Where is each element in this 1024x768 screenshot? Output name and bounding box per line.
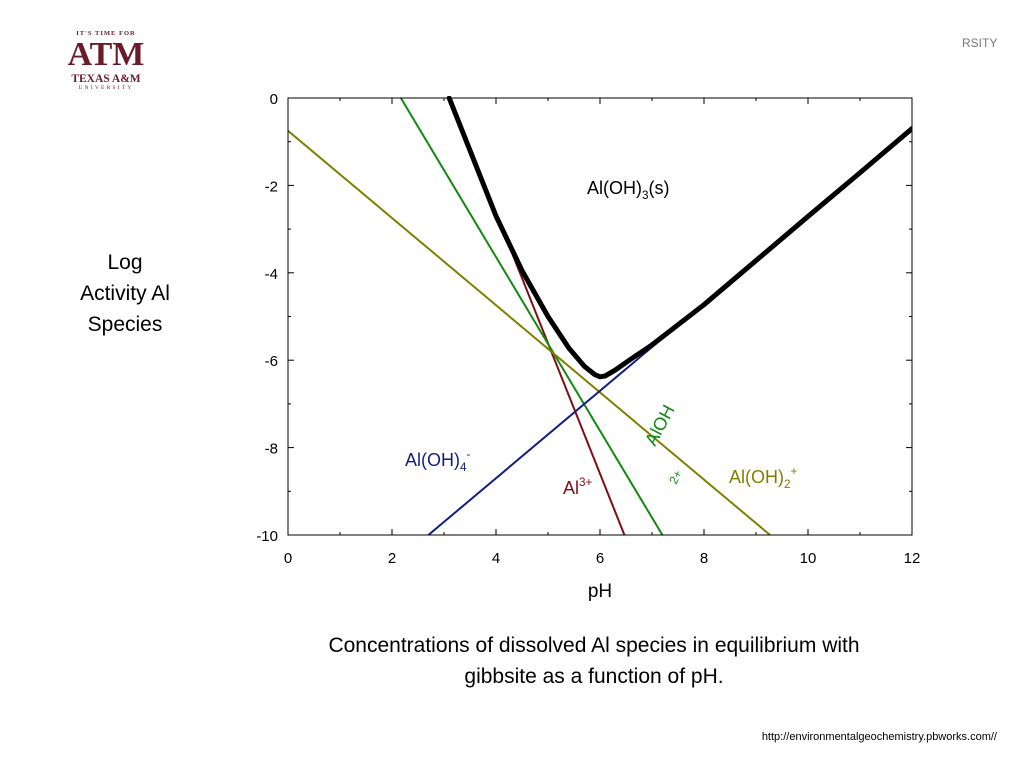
x-tick-label: 2: [388, 550, 396, 567]
gibbsite-solubility-curve: [446, 96, 912, 380]
y-label-line-1: Log: [107, 251, 143, 274]
al3-label: Al3+: [563, 476, 593, 498]
caption-line-1: Concentrations of dissolved Al species i…: [328, 634, 860, 657]
source-url: http://environmentalgeochemistry.pbworks…: [761, 731, 997, 743]
logo-tagline: IT'S TIME FOR: [76, 30, 136, 37]
gibbsite-region-label: Al(OH)3(s): [587, 178, 670, 202]
texas-am-logo: IT'S TIME FOR ATM TEXAS A&M UNIVERSITY: [58, 30, 154, 116]
aloh2plus-label: Al(OH)2+: [729, 465, 798, 491]
x-tick-label: 10: [800, 550, 817, 567]
y-tick-label: -2: [265, 178, 278, 195]
caption-line-2: gibbsite as a function of pH.: [464, 665, 724, 688]
y-tick-label: 0: [270, 91, 278, 108]
x-axis-label: pH: [588, 581, 612, 602]
aloh2plus-line: [288, 130, 771, 535]
x-tick-label: 6: [596, 550, 604, 567]
logo-name: TEXAS A&M: [71, 73, 141, 85]
y-tick-label: -4: [265, 266, 278, 283]
logo-subname: UNIVERSITY: [78, 85, 134, 91]
y-tick-label: -8: [265, 441, 278, 458]
x-tick-label: 12: [904, 550, 921, 567]
logo-monogram: ATM: [67, 36, 145, 73]
y-label-line-2: Activity Al: [80, 282, 170, 305]
aloh2-label: AlOH: [641, 402, 679, 449]
aloh2-line: [399, 97, 664, 535]
y-tick-label: -10: [256, 528, 278, 545]
aloh4-label: Al(OH)4-: [405, 448, 471, 474]
corner-text: RSITY: [962, 36, 998, 50]
plot-frame: [287, 97, 913, 536]
x-tick-label: 0: [284, 550, 292, 567]
figure-caption: Concentrations of dissolved Al species i…: [260, 630, 928, 692]
x-tick-label: 4: [492, 550, 500, 567]
aloh2-charge-label: 2+: [666, 468, 685, 487]
y-tick-label: -6: [265, 353, 278, 370]
y-axis-label: Log Activity Al Species: [60, 247, 190, 340]
y-label-line-3: Species: [87, 313, 163, 336]
x-tick-label: 8: [700, 550, 708, 567]
